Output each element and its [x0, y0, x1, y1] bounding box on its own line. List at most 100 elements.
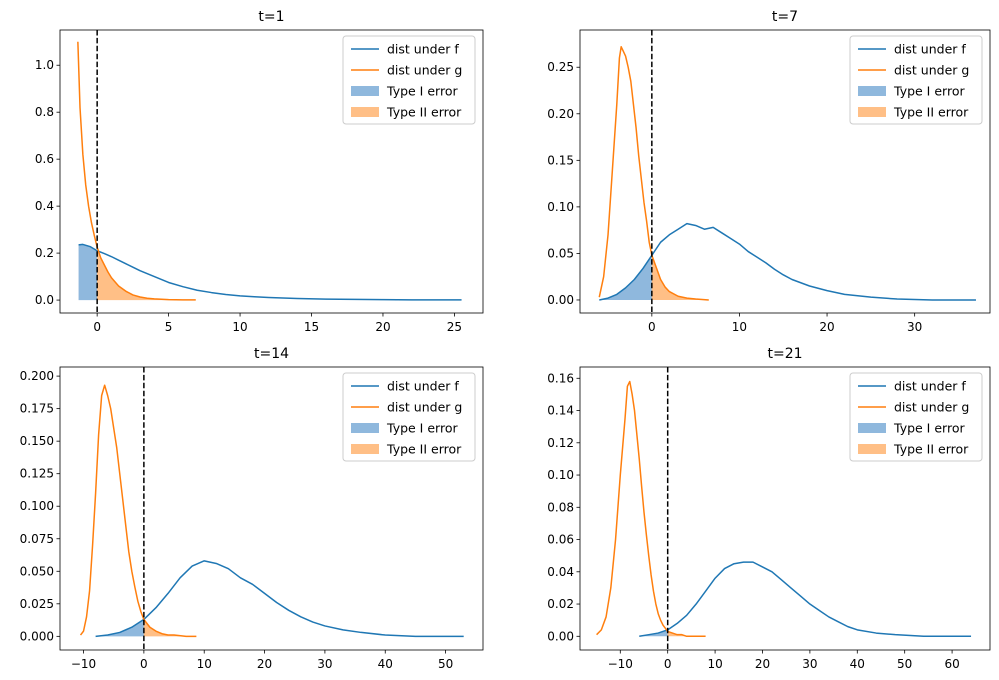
y-tick-label: 0.00 [547, 293, 574, 307]
x-tick-label: 10 [732, 320, 747, 334]
type-ii-error-area [97, 247, 196, 301]
x-tick-label: 20 [755, 657, 770, 671]
y-tick-label: 0.4 [35, 199, 54, 213]
y-tick-label: 0.10 [547, 200, 574, 214]
y-tick-label: 0.200 [20, 369, 54, 383]
x-tick-label: 20 [375, 320, 390, 334]
y-tick-label: 0.125 [20, 467, 54, 481]
axes-frame [59, 29, 484, 314]
subplot-title: t=14 [254, 346, 289, 362]
x-tick-label: 0 [93, 320, 101, 334]
x-tick-label: 5 [165, 320, 173, 334]
legend-label: Type II error [386, 105, 462, 120]
legend: dist under f dist under g Type I error Type… [849, 372, 983, 462]
legend: dist under f dist under g Type I error Type… [342, 372, 476, 462]
axes-frame [579, 366, 991, 651]
legend-patch-swatch [858, 444, 886, 454]
x-tick-label: 30 [907, 320, 922, 334]
y-tick-label: 1.0 [35, 58, 54, 72]
legend-patch-swatch [858, 423, 886, 433]
y-tick-label: 0.00 [547, 629, 574, 643]
y-tick-label: 0.08 [547, 500, 574, 514]
y-tick-label: 0.6 [35, 152, 54, 166]
legend-patch-swatch [351, 86, 379, 96]
legend-box [342, 372, 476, 462]
legend: dist under f dist under g Type I error Type… [342, 35, 476, 125]
type-i-error-area [78, 244, 98, 301]
x-tick-label: 10 [707, 657, 722, 671]
legend-label: Type I error [386, 421, 458, 436]
legend-label: dist under g [894, 63, 969, 78]
legend-label: dist under f [387, 42, 459, 57]
x-tick-label: 15 [304, 320, 319, 334]
legend-patch-swatch [858, 107, 886, 117]
legend-label: Type II error [893, 442, 969, 457]
x-tick-label: 30 [317, 657, 332, 671]
legend-patch-swatch [351, 444, 379, 454]
x-tick-label: 60 [944, 657, 959, 671]
x-tick-label: 0 [140, 657, 148, 671]
legend-label: dist under f [894, 42, 966, 57]
series-line-g [77, 41, 196, 301]
x-tick-label: 50 [438, 657, 453, 671]
series-line-g [596, 380, 706, 638]
plot-area [77, 30, 462, 313]
y-tick-label: 0.04 [547, 565, 574, 579]
type-i-error-area [95, 619, 144, 637]
x-tick-label: −10 [608, 657, 633, 671]
x-tick-label: 40 [378, 657, 393, 671]
y-tick-label: 0.12 [547, 436, 574, 450]
series-line-f [599, 222, 976, 301]
legend-label: dist under g [387, 400, 462, 415]
legend-patch-swatch [351, 423, 379, 433]
y-tick-label: 0.150 [20, 434, 54, 448]
subplot-title: t=21 [767, 346, 802, 362]
series-line-g [598, 46, 709, 301]
legend-label: dist under g [894, 400, 969, 415]
series-line-g [79, 384, 197, 638]
legend-box [342, 35, 476, 125]
y-tick-label: 0.0 [35, 293, 54, 307]
x-tick-label: 25 [447, 320, 462, 334]
y-tick-label: 0.8 [35, 105, 54, 119]
y-tick-label: 0.050 [20, 564, 54, 578]
y-tick-label: 0.05 [547, 246, 574, 260]
legend-label: Type II error [893, 105, 969, 120]
y-tick-label: 0.175 [20, 402, 54, 416]
subplot-2: 0 10 20 30 0.00 0.05 0.10 0.15 0.20 0.25 t=7 dist u… [547, 9, 991, 334]
y-tick-label: 0.16 [547, 371, 574, 385]
legend-label: Type I error [893, 421, 965, 436]
y-tick-label: 0.15 [547, 153, 574, 167]
legend-box [849, 35, 983, 125]
axes-frame [579, 29, 991, 314]
y-tick-label: 0.025 [20, 597, 54, 611]
legend: dist under f dist under g Type I error Type… [849, 35, 983, 125]
y-tick-label: 0.20 [547, 107, 574, 121]
y-tick-label: 0.06 [547, 533, 574, 547]
plot-area [598, 30, 976, 313]
y-tick-label: 0.25 [547, 60, 574, 74]
x-tick-label: 20 [257, 657, 272, 671]
type-i-error-area [599, 255, 652, 300]
y-tick-label: 0.000 [20, 629, 54, 643]
y-tick-label: 0.10 [547, 468, 574, 482]
axes-frame [59, 366, 484, 651]
y-tick-label: 0.100 [20, 499, 54, 513]
y-tick-label: 0.2 [35, 246, 54, 260]
x-tick-label: 20 [819, 320, 834, 334]
x-tick-label: 0 [648, 320, 656, 334]
legend-label: Type II error [386, 442, 462, 457]
legend-label: Type I error [893, 84, 965, 99]
subplot-3: −10 0 10 20 30 40 50 0.000 0.025 0.050 0.075 0.100 0… [20, 346, 484, 671]
series-line-f [95, 560, 464, 638]
y-tick-label: 0.02 [547, 597, 574, 611]
legend-box [849, 372, 983, 462]
y-tick-label: 0.14 [547, 404, 574, 418]
x-tick-label: 40 [850, 657, 865, 671]
legend-label: dist under f [894, 379, 966, 394]
legend-label: dist under f [387, 379, 459, 394]
legend-patch-swatch [351, 107, 379, 117]
legend-label: Type I error [386, 84, 458, 99]
x-tick-label: 0 [664, 657, 672, 671]
